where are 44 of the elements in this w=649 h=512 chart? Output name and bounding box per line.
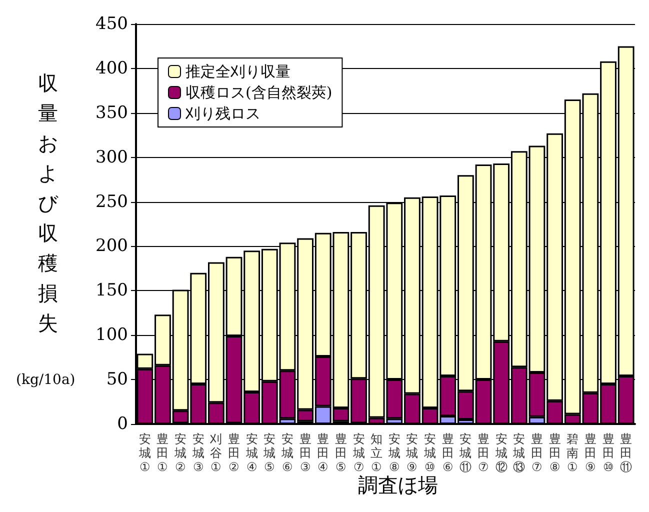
x-tick-label: 豊田① [156,432,169,474]
x-tick-label: 安城④ [244,432,258,474]
x-tick-label: 刈谷① [209,432,222,474]
y-tick-label: 400 [96,58,128,78]
y-tick-label: 150 [96,280,128,301]
x-tick-label: 豊田⑧ [548,432,561,474]
legend-label: 刈り残ロス [184,104,260,122]
x-tick-label: 安城⑥ [280,432,294,474]
x-tick-label: 豊田⑩ [602,432,614,474]
x-tick-label: 豊田④ [317,432,330,474]
x-tick-label: 安城⑫ [494,432,508,474]
x-tick-label: 碧南① [566,432,579,474]
y-tick-label: 0 [117,414,128,434]
x-tick-label: 豊田⑪ [620,432,632,474]
x-tick-label: 豊田⑤ [334,432,347,474]
x-axis-title: 調査ほ場 [358,473,438,497]
x-tick-label: 安城⑨ [405,432,418,474]
y-tick-label: 250 [96,192,128,212]
x-tick-label: 安城⑪ [458,432,472,474]
legend-label: 収穫ロス(含自然裂莢) [186,84,332,102]
x-tick-label: 安城② [174,432,187,474]
x-tick-label: 豊田③ [299,432,312,474]
x-tick-label: 安城⑤ [262,432,276,474]
y-tick-label: 350 [96,102,128,123]
x-tick-label: 豊田⑨ [584,432,596,474]
y-tick-label: 450 [96,14,128,34]
x-tick-label: 豊田⑦ [478,432,490,474]
text: (kg/10a) [16,372,76,388]
x-tick-label: 豊田⑥ [442,432,454,474]
x-tick-label: 安城⑧ [387,432,400,474]
y-tick-label: 300 [96,147,128,168]
y-tick-label: 100 [96,325,128,346]
x-tick-label: 安城① [138,432,151,474]
x-tick-label: 知立① [370,432,383,474]
x-tick-label: 安城⑩ [423,432,436,474]
x-tick-label: 安城③ [191,432,204,474]
y-tick-label: 200 [96,236,128,256]
legend-label: 推定全刈り収量 [186,62,290,80]
x-tick-label: 安城⑬ [512,432,526,474]
y-tick-label: 50 [106,370,128,390]
text: 収量および収穫損失 [38,71,58,335]
x-tick-label: 安城⑦ [352,432,365,474]
x-tick-label: 豊田⑦ [530,432,543,474]
x-tick-label: 豊田② [228,432,240,474]
